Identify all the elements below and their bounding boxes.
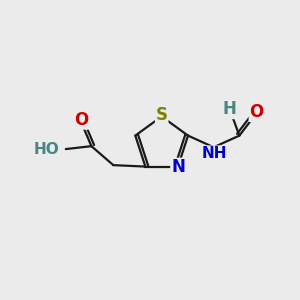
Text: S: S bbox=[156, 106, 168, 124]
Text: HO: HO bbox=[34, 142, 59, 157]
Text: O: O bbox=[74, 111, 88, 129]
Text: H: H bbox=[222, 100, 236, 118]
Text: NH: NH bbox=[202, 146, 227, 161]
Text: N: N bbox=[171, 158, 185, 176]
Text: O: O bbox=[249, 103, 264, 121]
